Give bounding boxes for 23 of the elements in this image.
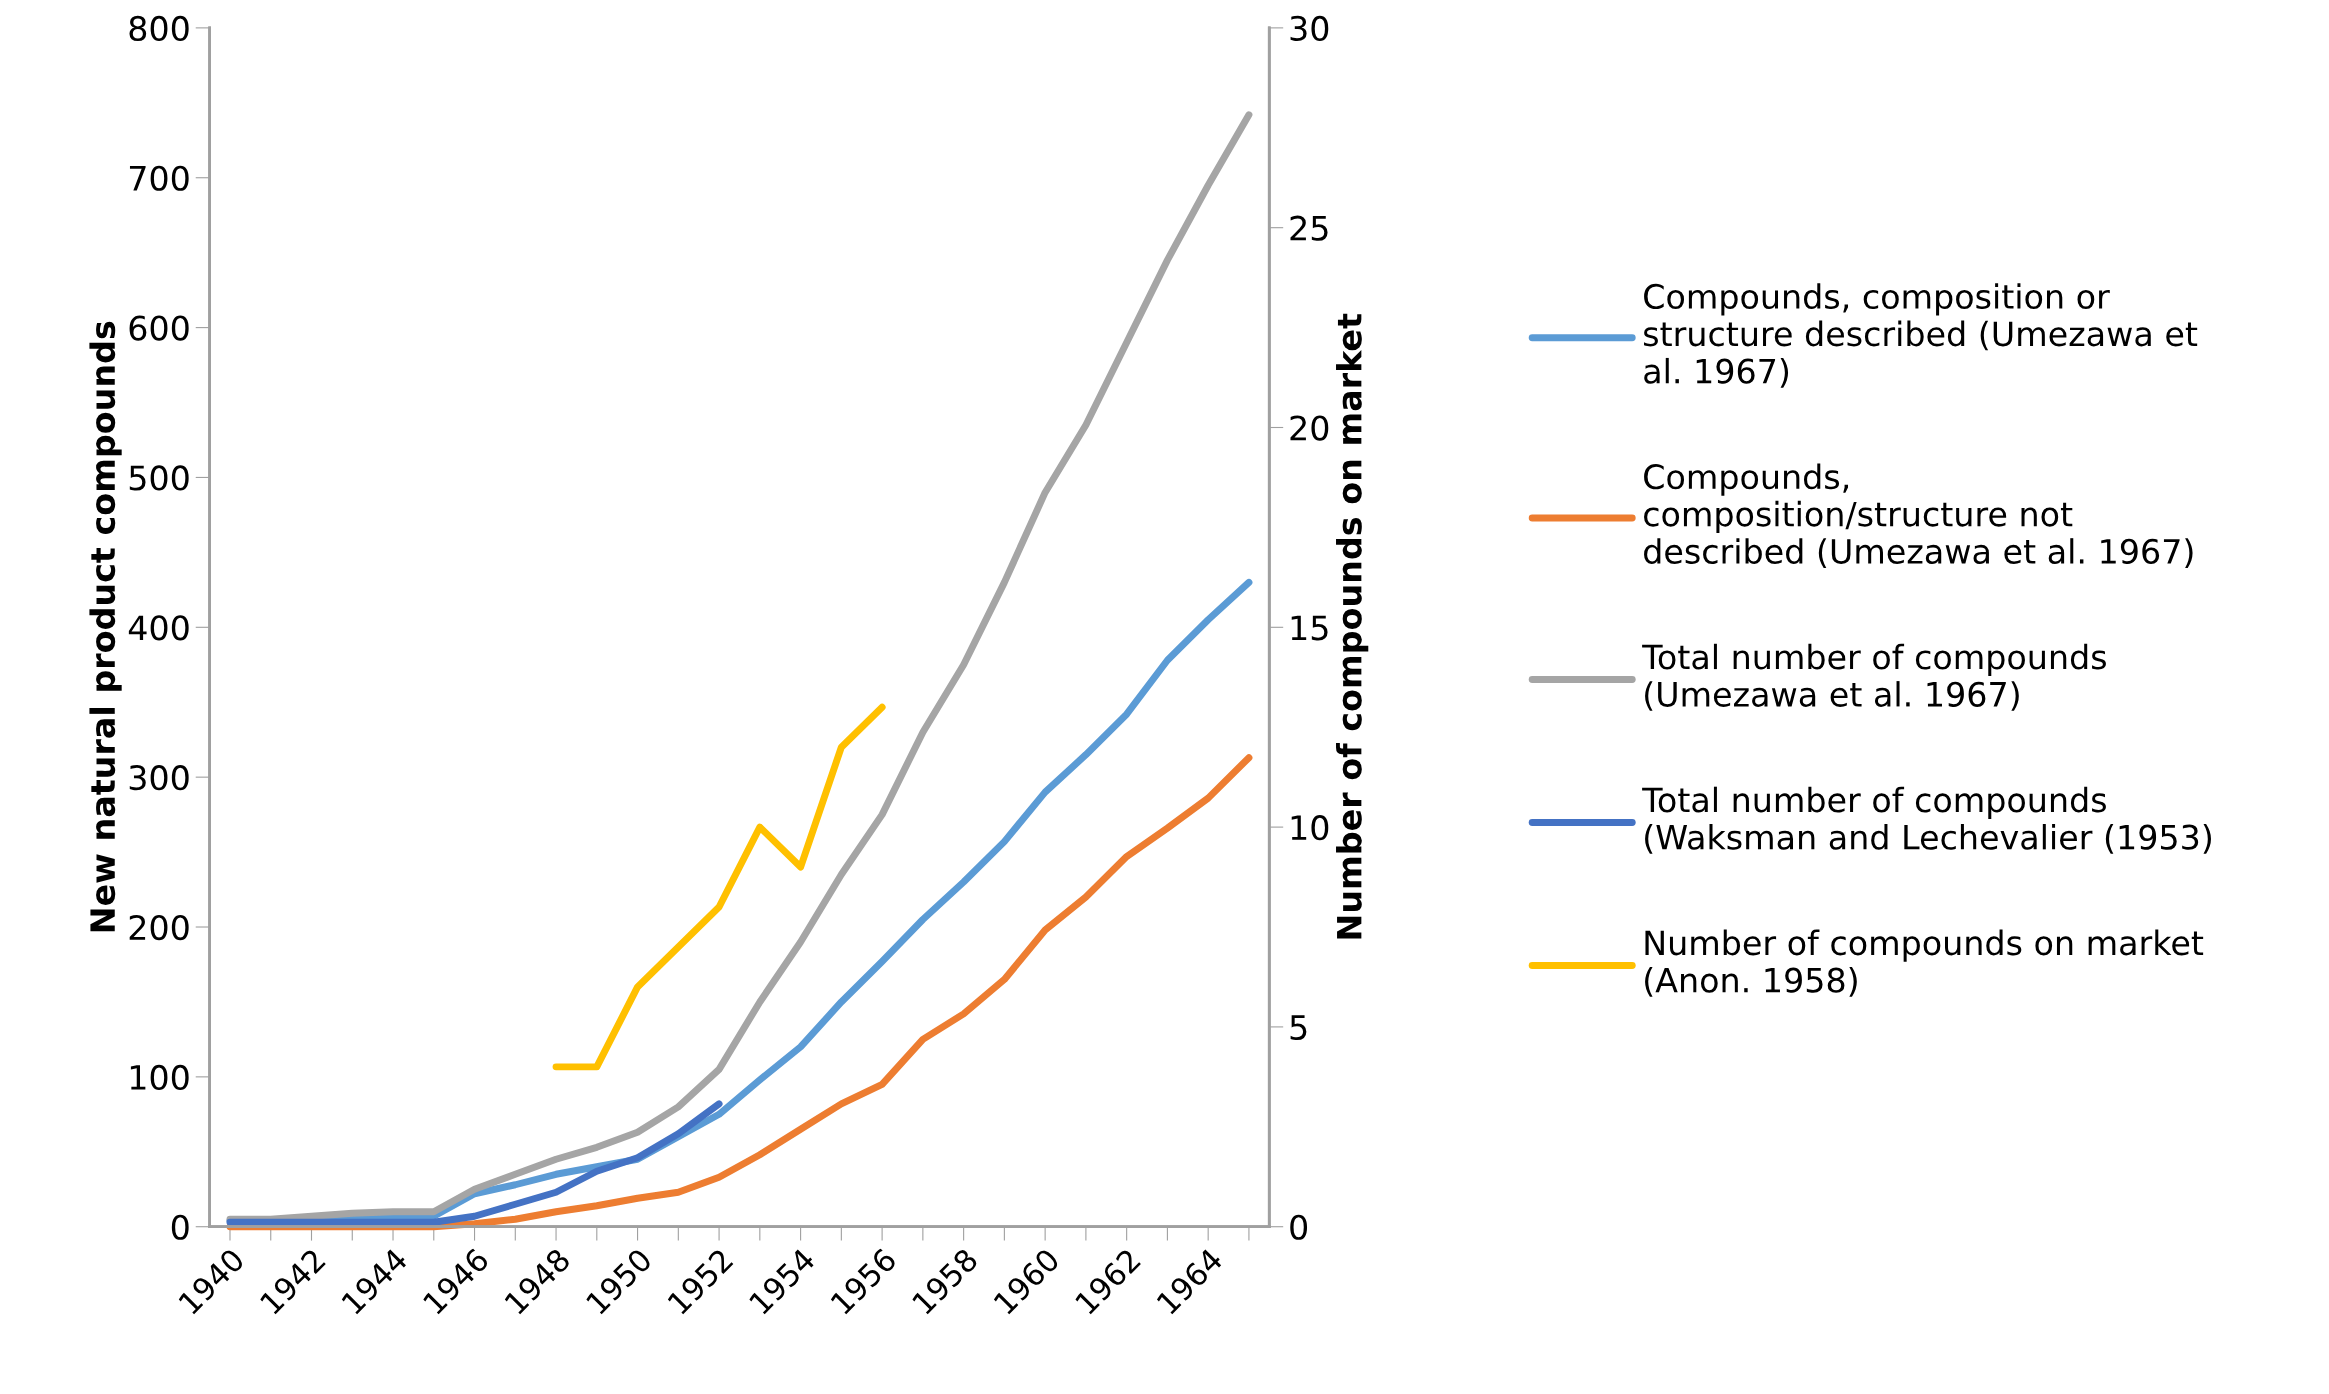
y-tick-label: 800 — [129, 15, 189, 42]
y-tick-label: 700 — [129, 165, 189, 191]
y2-tick-label: 15 — [1291, 615, 1328, 641]
y2-tick-label: 25 — [1290, 215, 1328, 241]
y-tick-label: 400 — [128, 615, 189, 641]
y2-tick-label: 10 — [1291, 815, 1329, 841]
y2-axis-title: Number of compounds on market — [1336, 313, 1369, 939]
y2-tick-label: 20 — [1290, 415, 1329, 441]
legend-label: Compounds, composition or structure described (Umezawa et al. 1967) — [1644, 283, 2198, 388]
y2-tick-label: 0 — [1290, 1214, 1308, 1240]
legend-label: Number of compounds on market (Anon. 1958) — [1645, 929, 2204, 997]
y-tick-label: 300 — [129, 765, 189, 791]
legend-label: Total number of compounds (Waksman and Lechevalier (1953) — [1642, 786, 2211, 854]
y-tick-label: 500 — [129, 465, 189, 491]
y-tick-label: 100 — [130, 1064, 189, 1090]
y-axis-title: New natural product compounds — [89, 321, 122, 932]
y2-tick-label: 30 — [1290, 15, 1329, 42]
y-tick-label: 0 — [171, 1214, 189, 1240]
y2-tick-label: 5 — [1290, 1015, 1307, 1041]
y-tick-label: 200 — [129, 914, 189, 941]
legend-label: Total number of compounds (Umezawa et al. 1967) — [1642, 643, 2106, 711]
legend-label: Compounds, composition/structure not described (Umezawa et al. 1967) — [1644, 463, 2193, 568]
y-tick-label: 600 — [129, 315, 189, 341]
